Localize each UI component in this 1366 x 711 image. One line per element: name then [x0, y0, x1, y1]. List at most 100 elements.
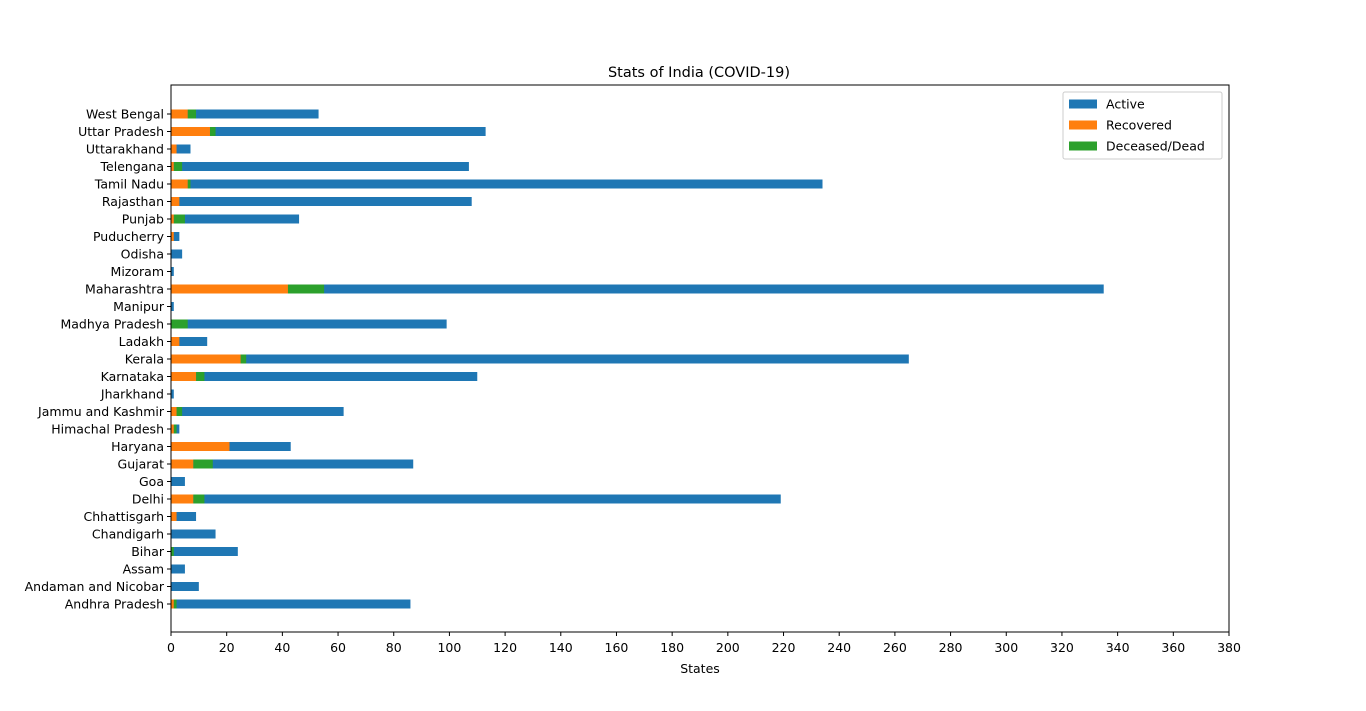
y-tick-label: Delhi [132, 492, 164, 507]
bar-active-karnataka [171, 372, 478, 381]
y-tick-label: Goa [139, 474, 164, 489]
bar-active-puducherry [171, 232, 180, 241]
bar-deceased-jammu-and-kashmir [176, 407, 183, 416]
bar-active-jammu-and-kashmir [171, 407, 344, 416]
bar-recovered-telengana [171, 162, 174, 171]
x-tick-label: 180 [660, 640, 684, 655]
y-tick-label: Mizoram [111, 264, 164, 279]
bar-active-haryana [171, 442, 291, 451]
bar-active-rajasthan [171, 197, 472, 206]
x-tick-label: 120 [493, 640, 517, 655]
x-tick-label: 220 [772, 640, 796, 655]
bar-recovered-jammu-and-kashmir [171, 407, 177, 416]
y-tick-label: Kerala [125, 352, 164, 367]
bar-active-andhra-pradesh [171, 599, 411, 609]
bar-deceased-tamil-nadu [187, 179, 191, 189]
bar-active-goa [171, 477, 185, 486]
y-axis: Andhra Pradesh Andaman and Nicobar Assam Bi… [25, 107, 171, 612]
bar-recovered-ladakh [171, 337, 180, 346]
y-tick-label: Uttar Pradesh [78, 124, 164, 139]
bar-active-west-bengal [171, 109, 319, 119]
y-tick-label: Maharashtra [85, 282, 164, 297]
bar-deceased-delhi [193, 494, 205, 504]
y-tick-label: Odisha [121, 247, 164, 262]
x-tick-label: 320 [1050, 640, 1074, 655]
bar-deceased-karnataka [196, 372, 205, 381]
legend-box [1062, 91, 1223, 160]
x-tick-label: 160 [605, 640, 629, 655]
bar-active-tamil-nadu [171, 179, 823, 189]
bar-active-mizoram [171, 267, 174, 276]
bar-recovered-delhi [171, 494, 194, 504]
y-tick-label: Jharkhand [100, 387, 164, 402]
y-tick-label: Andaman and Nicobar [25, 579, 165, 594]
bar-recovered-rajasthan [171, 197, 180, 206]
y-tick-label: Madhya Pradesh [60, 317, 164, 332]
bar-active-uttar-pradesh [171, 127, 486, 136]
bar-deceased-himachal-pradesh [173, 424, 177, 434]
bar-deceased-punjab [173, 214, 185, 224]
y-tick-label: Assam [123, 562, 164, 577]
x-tick-label: 140 [549, 640, 573, 655]
bar-recovered-haryana [171, 442, 230, 451]
legend-swatch [1069, 141, 1097, 151]
bar-deceased-kerala [240, 354, 247, 364]
bar-deceased-maharashtra [287, 284, 325, 294]
chart-title: Stats of India (COVID-19) [608, 65, 790, 81]
y-tick-label: Manipur [113, 299, 165, 314]
bar-recovered-tamil-nadu [171, 179, 188, 189]
bar-active-assam [171, 564, 185, 574]
bar-recovered-himachal-pradesh [171, 424, 174, 434]
legend-swatch [1069, 120, 1097, 130]
y-tick-label: Tamil Nadu [94, 177, 164, 192]
x-tick-label: 340 [1106, 640, 1130, 655]
y-tick-label: Telengana [100, 159, 164, 174]
bar-active-delhi [171, 494, 781, 504]
y-tick-label: Bihar [131, 544, 165, 559]
y-tick-label: Rajasthan [102, 194, 164, 209]
bar-recovered-maharashtra [171, 284, 288, 294]
bar-recovered-uttar-pradesh [171, 127, 210, 136]
x-tick-label: 80 [386, 640, 402, 655]
bar-recovered-west-bengal [171, 109, 188, 119]
bar-recovered-chhattisgarh [171, 512, 177, 521]
x-tick-label: 260 [883, 640, 907, 655]
y-tick-label: Jammu and Kashmir [37, 404, 165, 419]
bar-active-chhattisgarh [171, 512, 197, 521]
y-tick-label: Haryana [111, 439, 164, 454]
bars-layer [171, 109, 1104, 609]
bar-active-gujarat [171, 459, 414, 469]
x-tick-label: 100 [437, 640, 461, 655]
y-tick-label: Andhra Pradesh [65, 597, 164, 612]
bar-deceased-gujarat [193, 459, 213, 469]
bar-recovered-andhra-pradesh [171, 599, 174, 609]
y-tick-label: Himachal Pradesh [51, 422, 164, 437]
bar-recovered-gujarat [171, 459, 194, 469]
y-tick-label: Puducherry [93, 229, 165, 244]
y-tick-label: Punjab [122, 212, 164, 227]
bar-recovered-punjab [171, 214, 174, 224]
bar-active-telengana [171, 162, 469, 171]
bar-recovered-puducherry [171, 232, 174, 241]
bar-deceased-telengana [173, 162, 183, 171]
x-tick-label: 380 [1217, 640, 1241, 655]
bar-active-kerala [171, 354, 909, 364]
x-tick-label: 240 [827, 640, 851, 655]
x-tick-label: 40 [274, 640, 290, 655]
y-tick-label: Karnataka [101, 369, 164, 384]
bar-active-jharkhand [171, 389, 174, 399]
bar-active-odisha [171, 249, 183, 259]
y-tick-label: Uttarakhand [86, 142, 164, 157]
bar-recovered-kerala [171, 354, 241, 364]
x-tick-label: 20 [219, 640, 235, 655]
x-tick-label: 0 [167, 640, 175, 655]
legend-label: Active [1106, 97, 1145, 112]
x-tick-label: 200 [716, 640, 740, 655]
bar-deceased-bihar [171, 547, 174, 556]
x-tick-label: 280 [939, 640, 963, 655]
bar-active-punjab [171, 214, 300, 224]
legend-label: Recovered [1106, 118, 1172, 133]
bar-active-andaman-and-nicobar [171, 582, 199, 591]
y-tick-label: Chandigarh [92, 527, 164, 542]
